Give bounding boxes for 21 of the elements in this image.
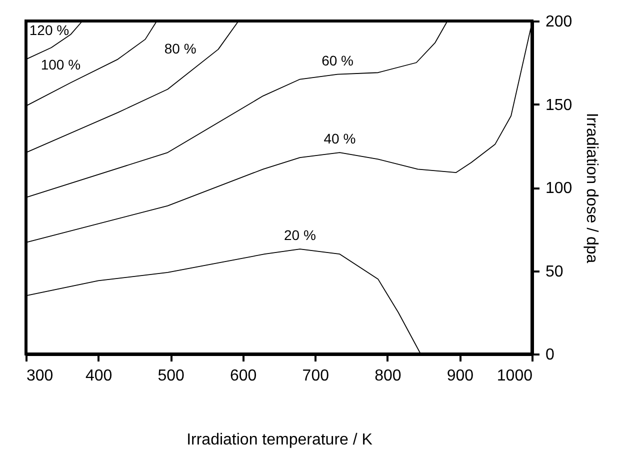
y-tick-label: 150 [546, 96, 572, 114]
x-tick-label: 300 [26, 368, 54, 384]
x-tick-label: 400 [85, 368, 112, 384]
series-label: 120 % [29, 22, 70, 38]
series-label: 20 % [284, 227, 316, 244]
series-label: 100 % [40, 56, 81, 73]
y-tick-label: 200 [546, 14, 572, 30]
x-tick-label: 800 [374, 368, 402, 384]
y-axis-title: Irradiation dose / dpa [583, 112, 600, 264]
x-tick-label: 700 [302, 368, 330, 384]
x-tick-label: 1000 [496, 368, 533, 384]
y-tick-label: 0 [546, 346, 554, 364]
series-label: 60 % [322, 52, 354, 68]
y-tick-label: 50 [546, 263, 564, 280]
x-tick-label: 600 [230, 368, 257, 384]
series-label: 40 % [324, 130, 356, 147]
x-tick-label: 900 [446, 368, 474, 384]
x-tick-label: 500 [158, 368, 185, 384]
y-tick-label: 100 [546, 180, 572, 197]
x-axis-title: Irradiation temperature / K [186, 432, 373, 448]
series-label: 80 % [164, 40, 196, 56]
